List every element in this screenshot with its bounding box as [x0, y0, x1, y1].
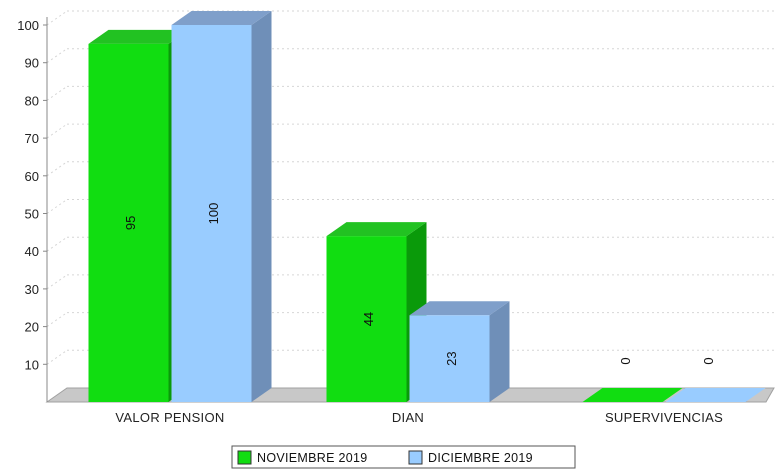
- gridline-depth-70: [46, 123, 68, 139]
- gridline-depth-80: [46, 85, 68, 101]
- grid-lines: [46, 10, 774, 365]
- bar-valor-pension-diciembre-2019: [171, 25, 252, 402]
- category-labels: VALOR PENSION DIAN SUPERVIVENCIAS: [115, 410, 723, 425]
- y-tick-label-90: 90: [25, 56, 39, 71]
- category-label-2: SUPERVIVENCIAS: [605, 410, 723, 425]
- gridline-depth-40: [46, 236, 68, 252]
- y-tick-label-70: 70: [25, 131, 39, 146]
- gridline-depth-50: [46, 199, 68, 214]
- y-tick-label-30: 30: [25, 282, 39, 297]
- category-label-0: VALOR PENSION: [115, 410, 224, 425]
- category-label-1: DIAN: [392, 410, 424, 425]
- y-tick-label-60: 60: [25, 169, 39, 184]
- data-label-dian-noviembre-2019: 44: [361, 312, 376, 326]
- legend-swatch-0: [237, 450, 252, 465]
- bar-dian-diciembre-2019: [409, 315, 490, 402]
- bar-top-valor-pension-noviembre-2019: [88, 29, 189, 44]
- gridline-depth-20: [46, 312, 68, 328]
- bar-side-dian-diciembre-2019: [489, 301, 510, 402]
- bar-valor-pension-noviembre-2019: [88, 43, 169, 402]
- bar-top-dian-noviembre-2019: [326, 222, 427, 237]
- data-label-supervivencias-noviembre-2019: 0: [618, 357, 633, 364]
- bars: 95 100 44 23 0 0: [88, 11, 766, 402]
- bar-supervivencias-noviembre-2019: [582, 388, 683, 402]
- bar-top-valor-pension-diciembre-2019: [171, 11, 272, 25]
- y-tick-label-10: 10: [25, 357, 39, 372]
- y-tick-label-20: 20: [25, 320, 39, 335]
- data-label-supervivencias-diciembre-2019: 0: [701, 357, 716, 364]
- data-label-valor-pension-diciembre-2019: 100: [206, 203, 221, 225]
- bar-top-dian-diciembre-2019: [409, 301, 510, 316]
- data-label-valor-pension-noviembre-2019: 95: [123, 216, 138, 230]
- data-label-dian-diciembre-2019: 23: [444, 351, 459, 365]
- gridline-depth-100: [46, 10, 68, 26]
- y-tick-label-40: 40: [25, 244, 39, 259]
- gridline-depth-10: [46, 349, 68, 365]
- legend: NOVIEMBRE 2019 DICIEMBRE 2019: [231, 445, 576, 469]
- legend-label-0: NOVIEMBRE 2019: [257, 451, 368, 465]
- bar-side-valor-pension-diciembre-2019: [251, 11, 272, 402]
- gridline-depth-90: [46, 48, 68, 64]
- legend-box: [231, 445, 576, 469]
- bar-dian-noviembre-2019: [326, 236, 407, 402]
- y-tick-label-50: 50: [25, 207, 39, 222]
- gridline-depth-60: [46, 161, 68, 177]
- bar-supervivencias-diciembre-2019: [665, 388, 766, 402]
- y-axis: 10 20 30 40 50 60 70 80 90 100: [17, 17, 48, 402]
- legend-label-1: DICIEMBRE 2019: [428, 451, 533, 465]
- legend-swatch-1: [408, 450, 423, 465]
- y-tick-label-100: 100: [17, 18, 39, 33]
- y-tick-label-80: 80: [25, 93, 39, 108]
- gridline-depth-30: [46, 274, 68, 290]
